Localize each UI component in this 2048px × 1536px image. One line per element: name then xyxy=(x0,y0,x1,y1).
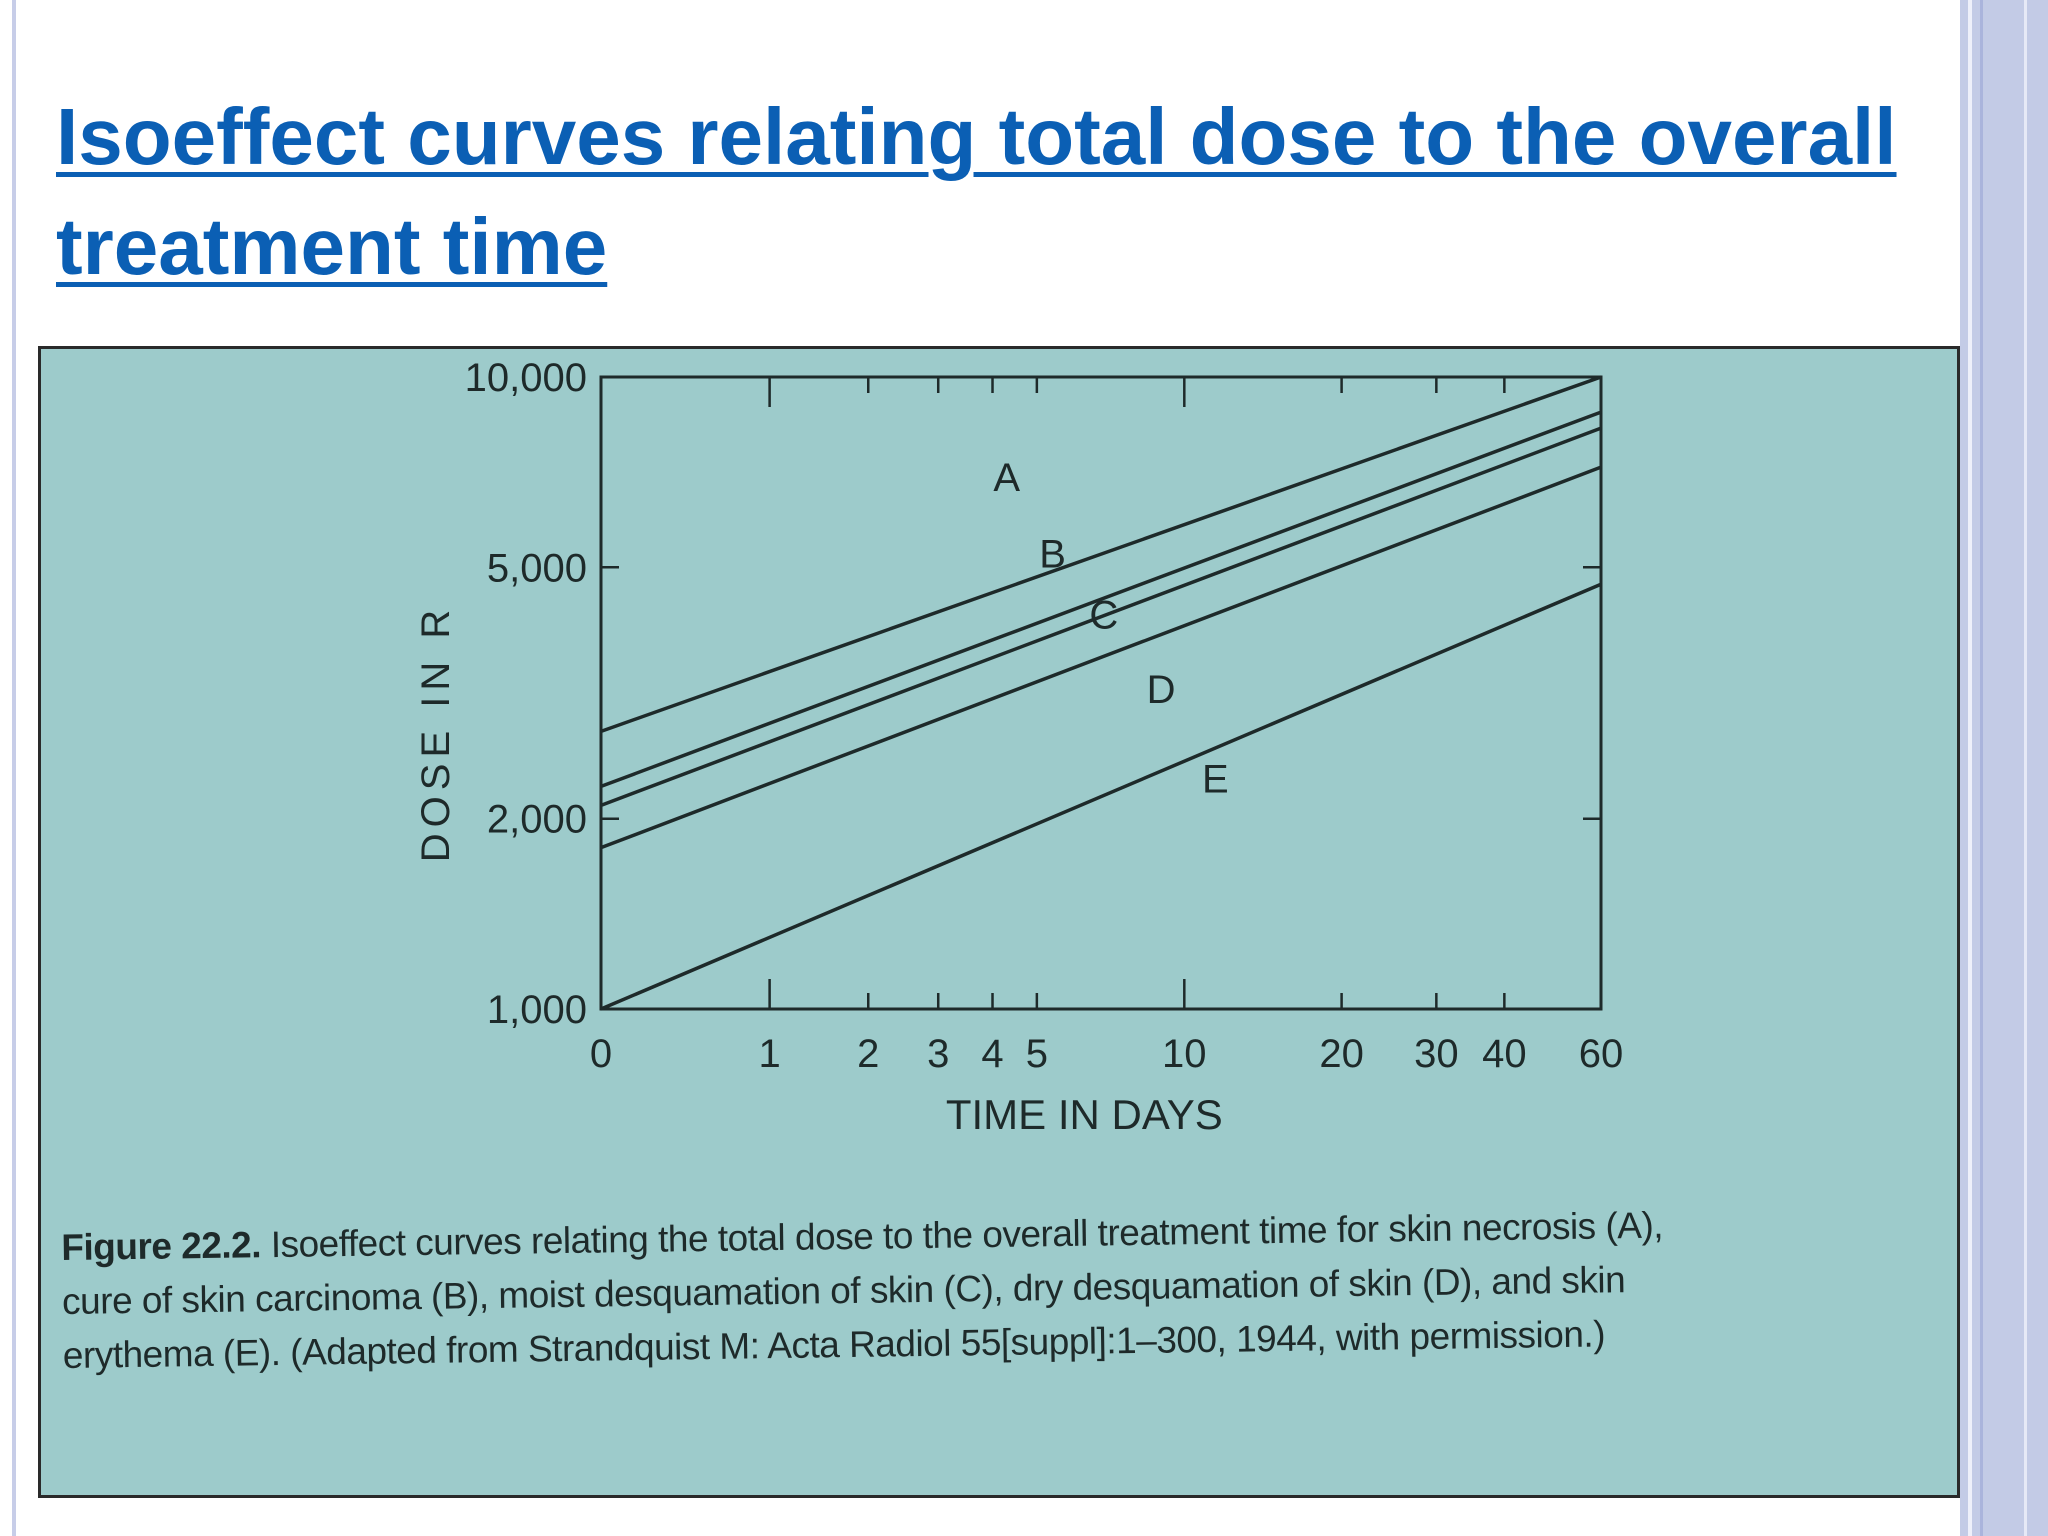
x-tick-label: 10 xyxy=(1162,1032,1207,1076)
x-tick-label: 20 xyxy=(1319,1032,1364,1076)
isoeffect-chart: 0 1 2 3 4 5 10 20 30 40 60 1,000 2,000 5,000 10,000 AB… xyxy=(414,356,1624,1138)
series-label-a: A xyxy=(993,456,1020,500)
x-tick-label: 30 xyxy=(1414,1032,1459,1076)
y-tick-label: 2,000 xyxy=(487,798,587,842)
series-line-a xyxy=(600,375,1602,733)
band-stripe xyxy=(2024,0,2027,1536)
y-axis-title: DOSE IN R xyxy=(414,604,458,862)
y-tick-label: 1,000 xyxy=(487,988,587,1032)
x-tick-label: 60 xyxy=(1579,1032,1624,1076)
left-border-rule xyxy=(12,0,16,1536)
series-line-e xyxy=(600,582,1602,1011)
caption-figure-label: Figure 22.2. xyxy=(61,1224,262,1268)
caption-line-2: cure of skin carcinoma (B), moist desqua… xyxy=(61,1259,1626,1322)
figure-caption: Figure 22.2. Isoeffect curves relating t… xyxy=(61,1195,1943,1383)
x-tick-label: 0 xyxy=(590,1032,612,1076)
y-tick-label: 5,000 xyxy=(487,546,587,590)
series-line-b xyxy=(600,410,1602,789)
plot-frame xyxy=(599,375,1603,1011)
x-axis-title: TIME IN DAYS xyxy=(946,1091,1223,1138)
x-tick-label: 2 xyxy=(857,1032,879,1076)
x-tick-label: 5 xyxy=(1026,1032,1048,1076)
series-label-e: E xyxy=(1202,758,1229,802)
series-label-d: D xyxy=(1147,668,1176,712)
x-tick-label: 40 xyxy=(1482,1032,1527,1076)
band-stripe xyxy=(1968,0,1972,1536)
x-tick-label: 4 xyxy=(981,1032,1003,1076)
series-label-b: B xyxy=(1039,532,1066,576)
series-label-c: C xyxy=(1089,593,1118,637)
y-tick-label: 10,000 xyxy=(465,356,587,400)
series-line-d xyxy=(600,465,1602,850)
right-decorative-band xyxy=(1960,0,2048,1536)
series-line-c xyxy=(600,426,1602,807)
x-tick-label: 1 xyxy=(758,1032,780,1076)
band-stripe xyxy=(1980,0,1983,1536)
slide-title: Isoeffect curves relating total dose to … xyxy=(56,92,1897,291)
x-tick-label: 3 xyxy=(927,1032,949,1076)
